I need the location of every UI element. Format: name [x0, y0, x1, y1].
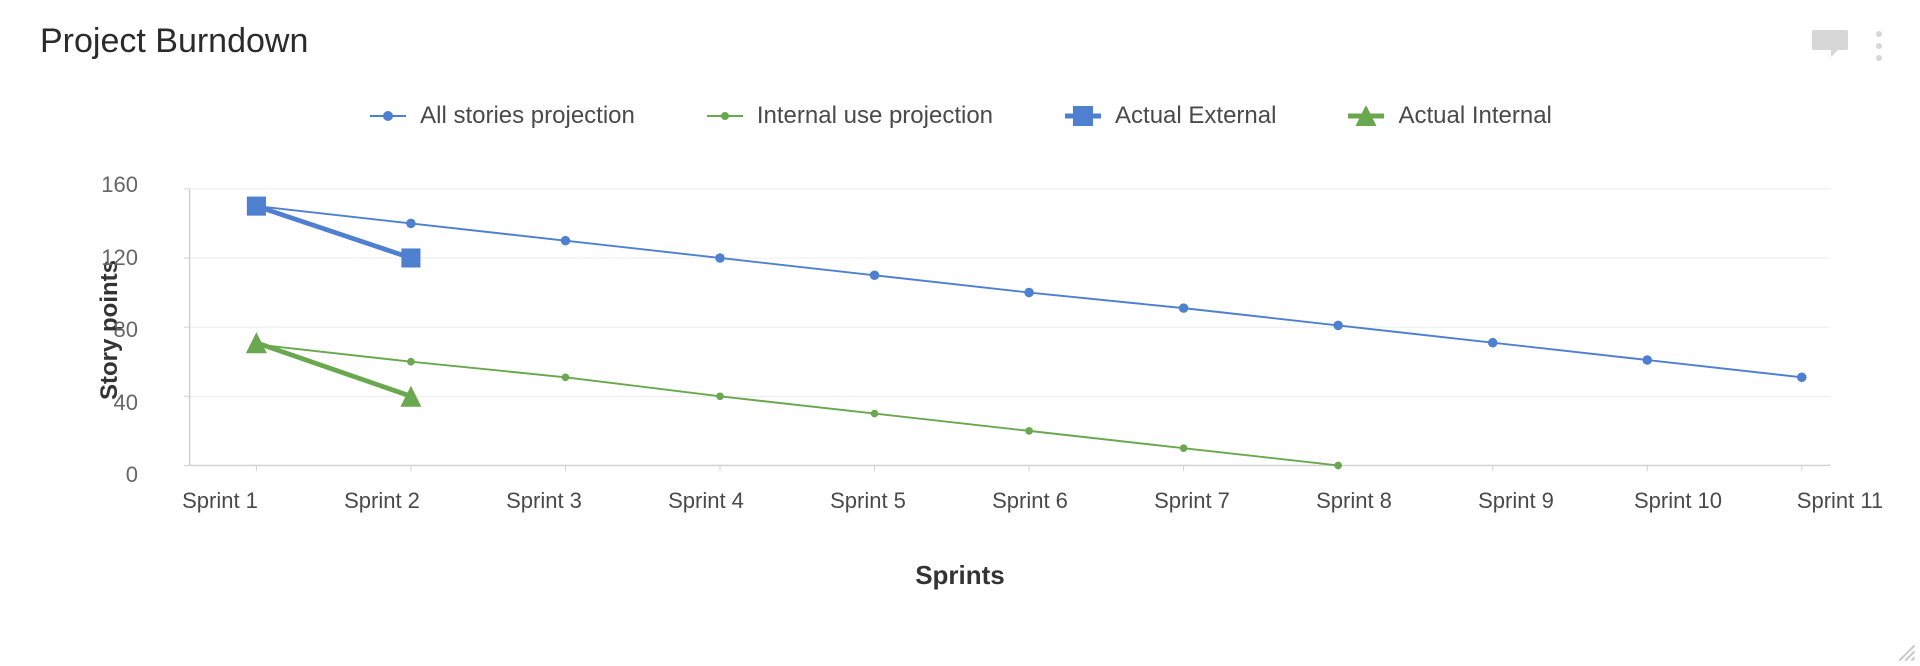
series-marker-all_stories_projection	[1179, 303, 1189, 313]
legend-item-actual_external[interactable]: Actual External	[1063, 102, 1276, 130]
x-tick-label: Sprint 1	[182, 488, 258, 514]
legend-label: All stories projection	[420, 102, 635, 130]
comment-icon[interactable]	[1812, 28, 1848, 63]
legend-label: Internal use projection	[757, 102, 993, 130]
series-line-actual_internal	[256, 343, 411, 397]
x-tick-label: Sprint 11	[1797, 488, 1883, 514]
x-tick-label: Sprint 4	[668, 488, 744, 514]
y-tick-label: 160	[101, 172, 138, 198]
series-marker-internal_use_projection	[871, 410, 879, 418]
series-marker-actual_internal	[246, 332, 267, 353]
card-title: Project Burndown	[40, 22, 308, 61]
series-marker-all_stories_projection	[561, 236, 571, 246]
chart-plot-area	[150, 185, 1870, 475]
y-tick-label: 80	[114, 317, 138, 343]
x-tick-label: Sprint 6	[992, 488, 1068, 514]
kebab-menu-icon[interactable]	[1876, 31, 1882, 61]
burndown-chart-svg	[150, 185, 1870, 475]
x-axis-label: Sprints	[0, 560, 1920, 591]
series-marker-all_stories_projection	[715, 253, 725, 263]
series-marker-internal_use_projection	[562, 373, 570, 381]
x-tick-label: Sprint 2	[344, 488, 420, 514]
burndown-card: Project Burndown All stories projection I…	[0, 0, 1920, 666]
legend-label: Actual External	[1115, 102, 1276, 130]
y-tick-label: 40	[114, 390, 138, 416]
series-marker-internal_use_projection	[1025, 427, 1033, 435]
series-marker-all_stories_projection	[406, 219, 416, 229]
card-header-actions	[1812, 28, 1882, 63]
series-marker-all_stories_projection	[1642, 355, 1652, 365]
series-marker-internal_use_projection	[716, 392, 724, 400]
series-marker-internal_use_projection	[1334, 462, 1342, 470]
series-marker-actual_external	[247, 197, 266, 216]
series-marker-internal_use_projection	[407, 358, 415, 366]
x-tick-label: Sprint 9	[1478, 488, 1554, 514]
resize-handle-icon[interactable]	[1894, 640, 1916, 662]
legend-label: Actual Internal	[1398, 102, 1551, 130]
legend-item-all_stories_projection[interactable]: All stories projection	[368, 102, 635, 130]
x-tick-label: Sprint 8	[1316, 488, 1392, 514]
series-marker-all_stories_projection	[870, 270, 880, 280]
series-marker-actual_external	[401, 248, 420, 267]
x-tick-label: Sprint 3	[506, 488, 582, 514]
y-tick-label: 0	[126, 462, 138, 488]
series-marker-all_stories_projection	[1488, 338, 1498, 348]
legend-item-actual_internal[interactable]: Actual Internal	[1346, 102, 1551, 130]
series-marker-all_stories_projection	[1333, 321, 1343, 331]
x-tick-label: Sprint 7	[1154, 488, 1230, 514]
legend-item-internal_use_projection[interactable]: Internal use projection	[705, 102, 993, 130]
series-marker-all_stories_projection	[1024, 288, 1034, 298]
series-marker-all_stories_projection	[1797, 373, 1807, 383]
x-tick-label: Sprint 10	[1634, 488, 1722, 514]
chart-legend: All stories projection Internal use proje…	[0, 102, 1920, 130]
x-tick-label: Sprint 5	[830, 488, 906, 514]
series-marker-internal_use_projection	[1180, 444, 1188, 452]
y-tick-label: 120	[101, 245, 138, 271]
